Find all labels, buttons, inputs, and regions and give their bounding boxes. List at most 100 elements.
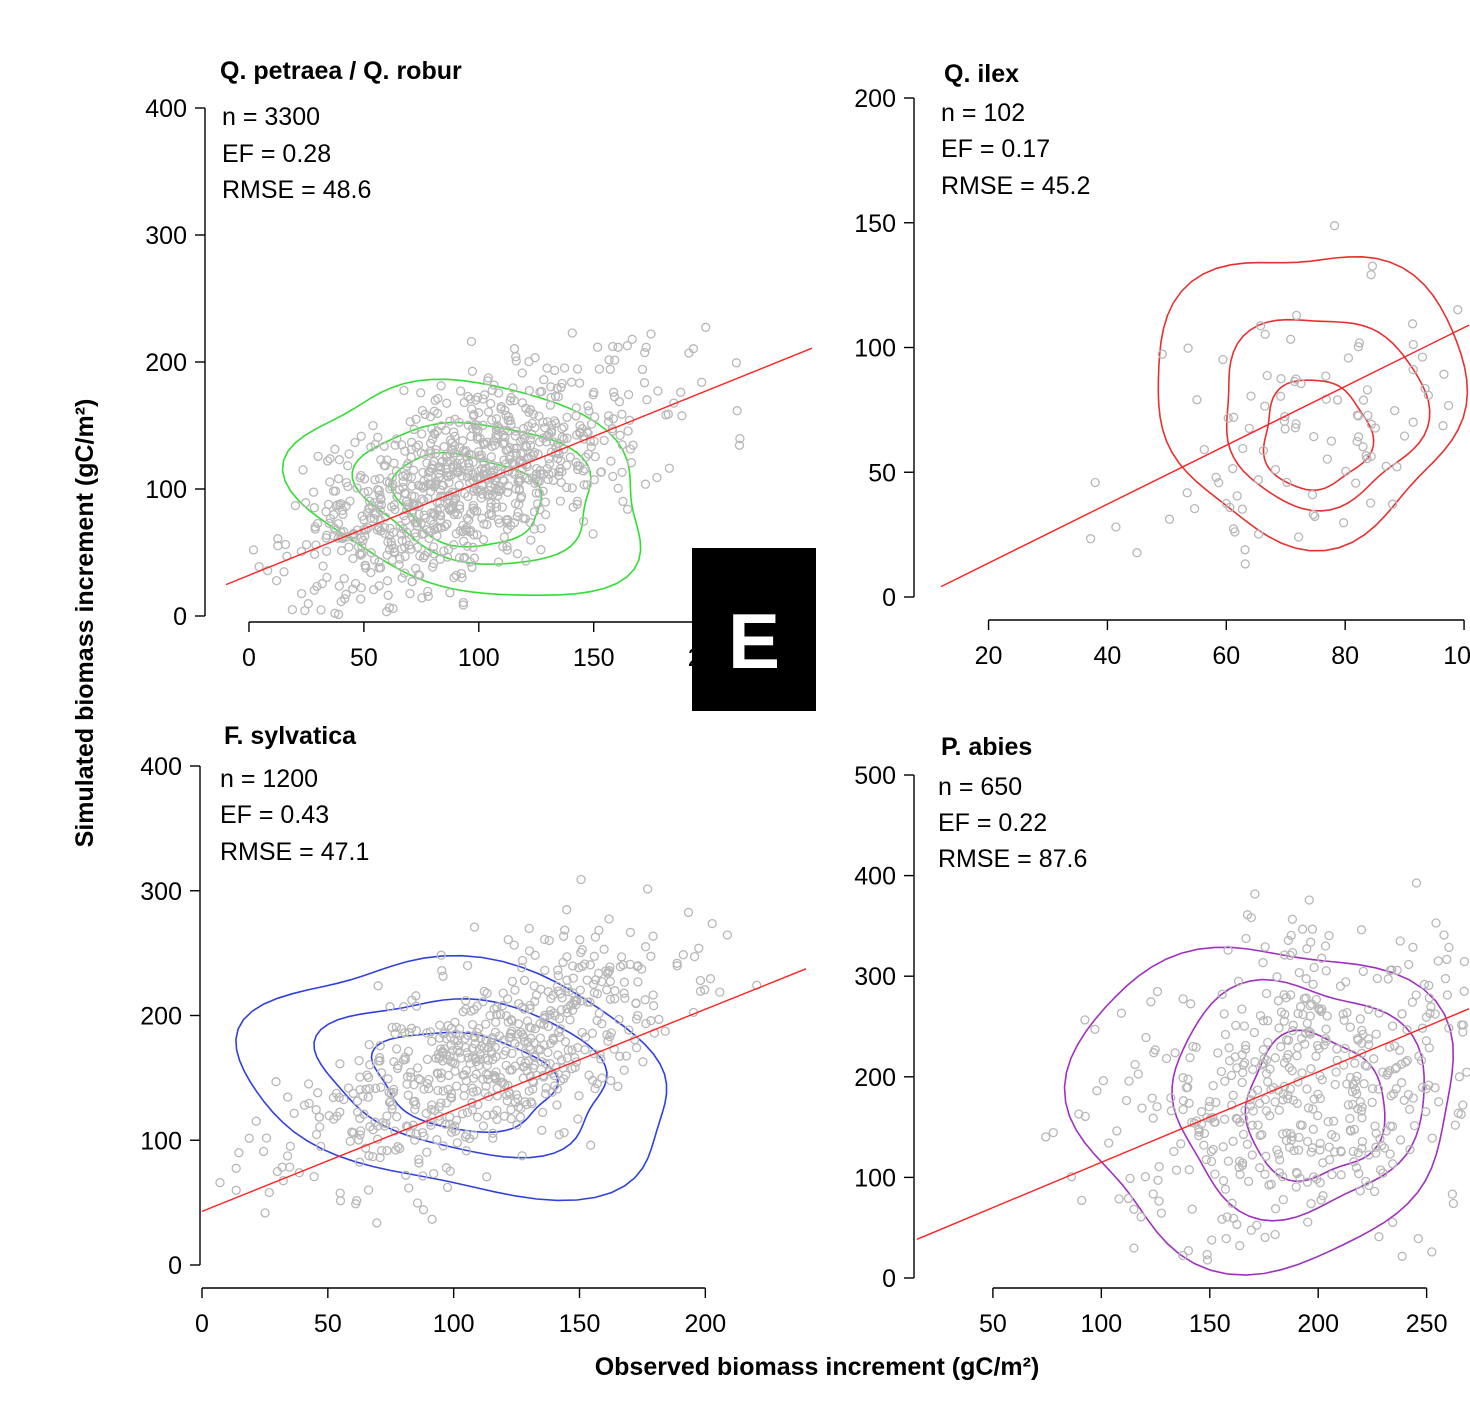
scatter-point xyxy=(381,1118,391,1129)
fit-line xyxy=(225,347,813,586)
scatter-point xyxy=(613,342,623,352)
scatter-point xyxy=(313,451,323,462)
scatter-point xyxy=(290,500,301,511)
scatter-point xyxy=(1324,1155,1335,1165)
scatter-point xyxy=(497,1001,508,1011)
scatter-point xyxy=(1129,1204,1139,1214)
scatter-point xyxy=(390,1028,400,1039)
scatter-point xyxy=(1367,1097,1377,1108)
scatter-point xyxy=(284,1162,295,1172)
scatter-point xyxy=(648,1001,659,1011)
scatter-point xyxy=(445,416,455,426)
scatter-point xyxy=(445,588,455,598)
scatter-point xyxy=(511,443,522,453)
scatter-point xyxy=(414,1154,424,1165)
x-tick-label: 100 xyxy=(1080,1310,1122,1338)
scatter-point xyxy=(467,1043,478,1053)
scatter-point xyxy=(429,428,439,439)
scatter-point xyxy=(1356,925,1367,935)
scatter-point xyxy=(1214,478,1224,488)
scatter-point xyxy=(394,485,405,495)
scatter-point xyxy=(374,581,384,591)
scatter-point xyxy=(405,1067,416,1078)
scatter-point xyxy=(1292,1168,1302,1179)
scatter-point xyxy=(498,988,508,998)
scatter-point xyxy=(280,539,291,550)
scatter-point xyxy=(617,467,627,477)
scatter-point xyxy=(1295,1173,1305,1183)
scatter-point xyxy=(298,465,308,475)
scatter-point xyxy=(1286,334,1296,344)
scatter-point xyxy=(587,1028,598,1038)
scatter-point xyxy=(1329,221,1340,231)
scatter-point xyxy=(1261,1151,1271,1161)
scatter-point xyxy=(524,385,534,396)
scatter-point xyxy=(1407,319,1418,329)
scatter-point xyxy=(1352,1071,1362,1081)
scatter-point xyxy=(372,1218,382,1228)
scatter-point xyxy=(442,1034,452,1044)
scatter-point xyxy=(375,490,385,500)
scatter-point xyxy=(722,930,733,940)
y-tick-label: 200 xyxy=(140,1003,182,1031)
scatter-point xyxy=(1178,1096,1189,1106)
scatter-point xyxy=(1154,1196,1164,1206)
scatter-point xyxy=(335,1059,345,1069)
scatter-point xyxy=(356,594,366,604)
scatter-point xyxy=(1245,1101,1256,1111)
x-tick-label: 150 xyxy=(559,1310,601,1338)
scatter-point xyxy=(1041,1132,1051,1142)
scatter-point xyxy=(401,1121,412,1131)
scatter-point xyxy=(1335,981,1346,991)
scatter-point xyxy=(459,1091,469,1101)
scatter-point xyxy=(1178,1104,1188,1115)
scatter-point xyxy=(399,385,409,396)
scatter-point xyxy=(406,1072,416,1082)
scatter-point xyxy=(1240,559,1250,569)
scatter-point xyxy=(321,507,331,517)
scatter-point xyxy=(443,1021,453,1031)
scatter-point xyxy=(1116,1008,1127,1018)
y-tick-label: 400 xyxy=(145,95,187,123)
scatter-point xyxy=(382,576,393,586)
scatter-point xyxy=(282,1151,293,1161)
scatter-point xyxy=(422,525,432,535)
scatter-point xyxy=(1183,1082,1193,1092)
scatter-point xyxy=(499,439,509,449)
scatter-point xyxy=(1353,1104,1363,1114)
scatter-point xyxy=(1136,1212,1146,1222)
panel-title: Q. petraea / Q. robur xyxy=(220,57,462,85)
scatter-point xyxy=(608,387,619,397)
scatter-point xyxy=(271,575,282,586)
scatter-point xyxy=(664,463,675,473)
scatter-point xyxy=(344,449,354,459)
scatter-point xyxy=(1400,1057,1411,1067)
scatter-point xyxy=(1305,1000,1315,1011)
scatter-point xyxy=(468,1073,479,1083)
scatter-point xyxy=(1297,1068,1307,1078)
scatter-point xyxy=(462,1107,473,1118)
scatter-point xyxy=(623,426,633,436)
scatter-point xyxy=(308,487,319,497)
scatter-point xyxy=(461,445,471,456)
scatter-point xyxy=(478,1074,488,1084)
scatter-point xyxy=(483,407,494,417)
scatter-point xyxy=(311,1129,322,1140)
scatter-point xyxy=(1362,454,1372,464)
scatter-point xyxy=(735,434,745,444)
scatter-point xyxy=(1399,1095,1409,1105)
scatter-point xyxy=(462,513,472,523)
scatter-point xyxy=(410,528,420,538)
scatter-point xyxy=(1349,1157,1359,1167)
scatter-point xyxy=(1320,941,1331,951)
scatter-point xyxy=(592,1015,602,1026)
scatter-point xyxy=(470,420,481,430)
scatter-point xyxy=(1216,1066,1227,1077)
scatter-point xyxy=(1297,1120,1307,1130)
scatter-point xyxy=(503,934,513,945)
stat-n: n = 650 xyxy=(938,773,1022,801)
x-tick-label: 20 xyxy=(975,642,1003,670)
scatter-point xyxy=(334,455,345,465)
scatter-point xyxy=(697,377,707,387)
scatter-point xyxy=(272,1166,283,1177)
